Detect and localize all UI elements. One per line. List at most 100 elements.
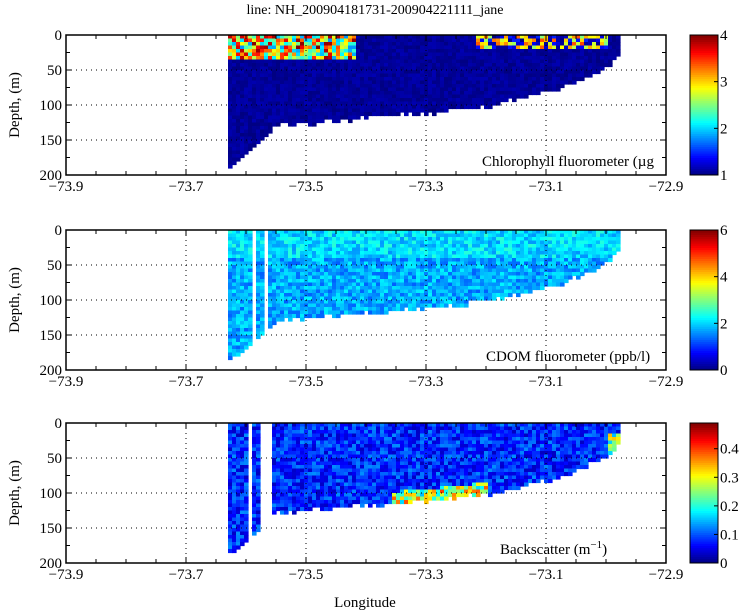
heatmap-cell xyxy=(508,94,513,99)
heatmap-cell xyxy=(232,136,237,141)
heatmap-cell xyxy=(320,35,325,40)
heatmap-cell xyxy=(388,77,393,82)
heatmap-cell xyxy=(356,84,361,89)
heatmap-cell xyxy=(376,240,381,245)
heatmap-cell xyxy=(292,91,297,96)
heatmap-cell xyxy=(412,303,417,308)
heatmap-cell xyxy=(344,244,349,249)
heatmap-cell xyxy=(364,98,369,103)
heatmap-cell xyxy=(456,42,461,47)
heatmap-cell xyxy=(408,63,413,68)
heatmap-cell xyxy=(544,52,549,57)
heatmap-cell xyxy=(248,331,253,336)
heatmap-cell xyxy=(500,268,505,273)
heatmap-cell xyxy=(236,321,241,326)
heatmap-cell xyxy=(396,112,401,117)
heatmap-cell xyxy=(268,324,273,329)
heatmap-cell xyxy=(428,80,433,85)
heatmap-cell xyxy=(544,59,549,64)
colorbar-swatch xyxy=(690,245,718,248)
heatmap-cell xyxy=(500,59,505,64)
heatmap-cell xyxy=(456,268,461,273)
heatmap-cell xyxy=(432,56,437,61)
heatmap-cell xyxy=(236,45,241,50)
heatmap-cell xyxy=(364,115,369,120)
heatmap-cell xyxy=(248,251,253,256)
heatmap-cell xyxy=(384,91,389,96)
heatmap-cell xyxy=(576,56,581,61)
heatmap-cell xyxy=(280,496,285,501)
heatmap-cell xyxy=(232,317,237,322)
heatmap-cell xyxy=(604,52,609,57)
heatmap-cell xyxy=(424,105,429,110)
heatmap-cell xyxy=(536,66,541,71)
heatmap-cell xyxy=(368,272,373,277)
heatmap-cell xyxy=(252,486,257,491)
heatmap-cell xyxy=(228,105,233,110)
heatmap-cell xyxy=(384,73,389,78)
heatmap-cell xyxy=(364,63,369,68)
heatmap-cell xyxy=(460,45,465,50)
heatmap-cell xyxy=(404,296,409,301)
heatmap-cell xyxy=(556,49,561,54)
heatmap-cell xyxy=(396,52,401,57)
heatmap-cell xyxy=(288,440,293,445)
heatmap-cell xyxy=(320,230,325,235)
heatmap-cell xyxy=(400,94,405,99)
heatmap-cell xyxy=(360,77,365,82)
heatmap-cell xyxy=(340,265,345,270)
heatmap-cell xyxy=(300,261,305,266)
heatmap-cell xyxy=(392,237,397,242)
heatmap-cell xyxy=(372,303,377,308)
heatmap-cell xyxy=(388,237,393,242)
heatmap-cell xyxy=(272,314,277,319)
heatmap-cell xyxy=(288,279,293,284)
heatmap-cell xyxy=(488,251,493,256)
heatmap-cell xyxy=(416,91,421,96)
heatmap-cell xyxy=(552,49,557,54)
heatmap-cell xyxy=(244,143,249,148)
heatmap-cell xyxy=(388,289,393,294)
heatmap-cell xyxy=(324,303,329,308)
heatmap-cell xyxy=(420,251,425,256)
heatmap-cell xyxy=(288,42,293,47)
heatmap-cell xyxy=(380,63,385,68)
heatmap-cell xyxy=(244,293,249,298)
heatmap-cell xyxy=(296,303,301,308)
heatmap-cell xyxy=(452,66,457,71)
heatmap-cell xyxy=(288,115,293,120)
heatmap-cell xyxy=(600,45,605,50)
heatmap-cell xyxy=(272,461,277,466)
heatmap-cell xyxy=(228,475,233,480)
heatmap-cell xyxy=(264,49,269,54)
heatmap-cell xyxy=(336,56,341,61)
heatmap-cell xyxy=(580,56,585,61)
heatmap-cell xyxy=(552,279,557,284)
heatmap-cell xyxy=(236,286,241,291)
heatmap-cell xyxy=(388,73,393,78)
heatmap-cell xyxy=(288,444,293,449)
heatmap-cell xyxy=(568,275,573,280)
heatmap-cell xyxy=(380,38,385,43)
heatmap-cell xyxy=(368,77,373,82)
heatmap-cell xyxy=(308,261,313,266)
heatmap-cell xyxy=(428,275,433,280)
heatmap-cell xyxy=(448,261,453,266)
heatmap-cell xyxy=(540,87,545,92)
heatmap-cell xyxy=(432,244,437,249)
heatmap-cell xyxy=(300,433,305,438)
heatmap-cell xyxy=(336,70,341,75)
heatmap-cell xyxy=(480,258,485,263)
heatmap-cell xyxy=(324,112,329,117)
heatmap-cell xyxy=(320,265,325,270)
heatmap-cell xyxy=(344,268,349,273)
heatmap-cell xyxy=(232,45,237,50)
colorbar-swatch xyxy=(690,265,718,268)
heatmap-cell xyxy=(236,73,241,78)
heatmap-cell xyxy=(312,275,317,280)
heatmap-cell xyxy=(420,268,425,273)
heatmap-cell xyxy=(276,472,281,477)
heatmap-cell xyxy=(340,303,345,308)
heatmap-cell xyxy=(536,237,541,242)
heatmap-cell xyxy=(464,80,469,85)
